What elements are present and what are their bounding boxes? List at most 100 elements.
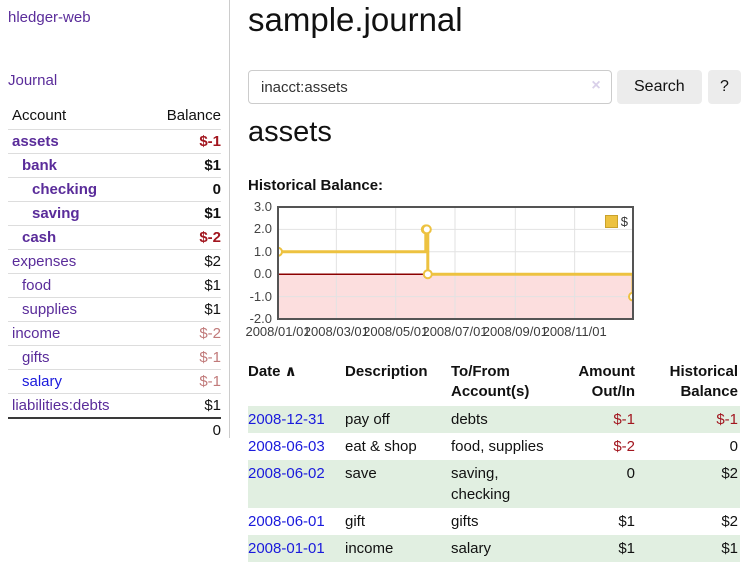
sidebar-account-link[interactable]: saving (32, 205, 80, 222)
register-header-label: Amount (578, 363, 635, 380)
app-brand-link[interactable]: hledger-web (8, 9, 91, 26)
transaction-row: 2008-06-03 eat & shop food, supplies $-2 0 (248, 433, 740, 460)
transaction-accounts: gifts (451, 512, 479, 530)
transaction-date-link[interactable]: 2008-06-03 (248, 437, 325, 455)
x-axis-tick-label: 2008/05/01 (363, 324, 429, 339)
account-balance: $1 (146, 273, 221, 298)
y-axis-tick-label: 0.0 (253, 266, 272, 282)
register-header-label: Historical (669, 363, 738, 380)
sidebar-account-link[interactable]: food (22, 277, 52, 294)
transaction-row: 2008-06-01 gift gifts $1 $2 (248, 508, 740, 535)
account-balance: $-1 (146, 369, 221, 394)
account-balance: $-1 (146, 345, 221, 370)
y-axis-tick-label: 2.0 (253, 221, 272, 237)
account-row: income $-2 (8, 321, 221, 346)
account-balance: $1 (146, 297, 221, 322)
sidebar-account-link[interactable]: expenses (12, 253, 77, 270)
transaction-description: save (345, 464, 377, 482)
x-axis-tick-label: 2008/09/01 (482, 324, 548, 339)
account-balance: $1 (146, 153, 221, 178)
sidebar-account-link[interactable]: supplies (22, 301, 78, 318)
accounts-table-header-row: Account Balance (8, 105, 221, 130)
transaction-description: income (345, 539, 394, 557)
account-row: expenses $2 (8, 249, 221, 274)
x-axis-tick-label: 2008/03/01 (303, 324, 369, 339)
accounts-total-spacer (8, 417, 147, 442)
transaction-accounts: salary (451, 539, 492, 557)
account-row: checking 0 (8, 177, 221, 202)
sort-ascending-icon: ∧ (280, 363, 297, 380)
transaction-date-link[interactable]: 2008-06-02 (248, 464, 325, 482)
account-balance: $-2 (146, 321, 221, 346)
transaction-amount: $-1 (613, 410, 635, 428)
sidebar-item-journal[interactable]: Journal (8, 72, 58, 89)
account-row: liabilities:debts $1 (8, 393, 221, 418)
register-header-label: Date (248, 363, 281, 380)
data-point (421, 224, 432, 235)
transaction-row: 2008-01-01 income salary $1 $1 (248, 534, 740, 562)
transaction-date-cell: 2008-01-01 (248, 535, 345, 562)
search-input[interactable] (248, 70, 612, 104)
register-header-label: Balance (680, 382, 738, 400)
clear-search-icon[interactable]: × (591, 77, 601, 94)
transaction-accounts: saving, checking (451, 464, 511, 503)
account-heading: assets (248, 116, 332, 148)
account-balance: $-1 (146, 129, 221, 154)
account-row: supplies $1 (8, 297, 221, 322)
transaction-date-cell: 2008-06-02 (248, 460, 345, 508)
register-header-row: Date ∧ Description To/From Account(s) Amount… (248, 360, 740, 406)
transaction-description: eat & shop (345, 437, 417, 455)
accounts-header-account: Account (12, 107, 67, 124)
register-table: Date ∧ Description To/From Account(s) Amount… (248, 360, 740, 562)
accounts-table: Account Balance assets $-1 bank $1 checking 0… (8, 105, 221, 442)
transaction-balance: $2 (721, 464, 738, 482)
register-header-date[interactable]: Date ∧ (248, 360, 345, 406)
account-row: salary $-1 (8, 369, 221, 394)
transaction-balance: 0 (729, 437, 738, 455)
transaction-row: 2008-06-02 save saving, checking 0 $2 (248, 459, 740, 508)
historical-balance-chart: 3.0 2.0 1.0 0.0 -1.0 -2.0 $ 2008/01/01 2008/03… (245, 199, 696, 349)
sidebar-account-link[interactable]: checking (32, 181, 98, 198)
plot-border (277, 206, 634, 320)
register-header-description: Description (345, 360, 451, 406)
account-row: bank $1 (8, 153, 221, 178)
legend-swatch (604, 215, 618, 228)
sidebar-account-link[interactable]: assets (12, 133, 59, 150)
chart-plot-area: $ (277, 206, 634, 320)
account-row: food $1 (8, 273, 221, 298)
sidebar-account-link[interactable]: salary (22, 373, 63, 390)
account-balance: $2 (146, 249, 221, 274)
transaction-date-cell: 2008-06-03 (248, 433, 345, 460)
chart-legend: $ (604, 214, 628, 229)
transaction-accounts: food, supplies (451, 437, 544, 455)
legend-label: $ (620, 214, 628, 229)
transaction-amount: $1 (618, 512, 635, 530)
register-header-label: To/From (451, 363, 510, 380)
sidebar-account-link[interactable]: cash (22, 229, 57, 246)
register-header-amount: Amount Out/In (559, 360, 643, 406)
account-balance: $1 (146, 393, 221, 418)
search-button[interactable]: Search (617, 70, 702, 104)
account-balance: 0 (146, 177, 221, 202)
accounts-header-balance: Balance (166, 107, 221, 124)
transaction-amount: $-2 (613, 437, 635, 455)
account-row: cash $-2 (8, 225, 221, 250)
x-axis: 2008/01/01 2008/03/01 2008/05/01 2008/07/01… (245, 324, 634, 340)
account-row: gifts $-1 (8, 345, 221, 370)
sidebar-account-link[interactable]: income (12, 325, 61, 342)
transaction-balance: $1 (721, 539, 738, 557)
register-header-accounts: To/From Account(s) (451, 360, 559, 406)
transaction-date-link[interactable]: 2008-12-31 (248, 410, 325, 428)
transaction-date-link[interactable]: 2008-06-01 (248, 512, 325, 530)
transaction-amount: $1 (618, 539, 635, 557)
sidebar-account-link[interactable]: bank (22, 157, 58, 174)
register-header-label: Out/In (591, 382, 635, 400)
sidebar-account-link[interactable]: gifts (22, 349, 50, 366)
account-balance: $-2 (146, 225, 221, 250)
x-axis-tick-label: 2008/07/01 (422, 324, 488, 339)
sidebar-account-link[interactable]: liabilities:debts (12, 397, 110, 414)
data-point (422, 269, 433, 280)
help-button[interactable]: ? (708, 70, 741, 104)
chart-heading: Historical Balance: (248, 177, 384, 194)
transaction-date-link[interactable]: 2008-01-01 (248, 539, 325, 557)
